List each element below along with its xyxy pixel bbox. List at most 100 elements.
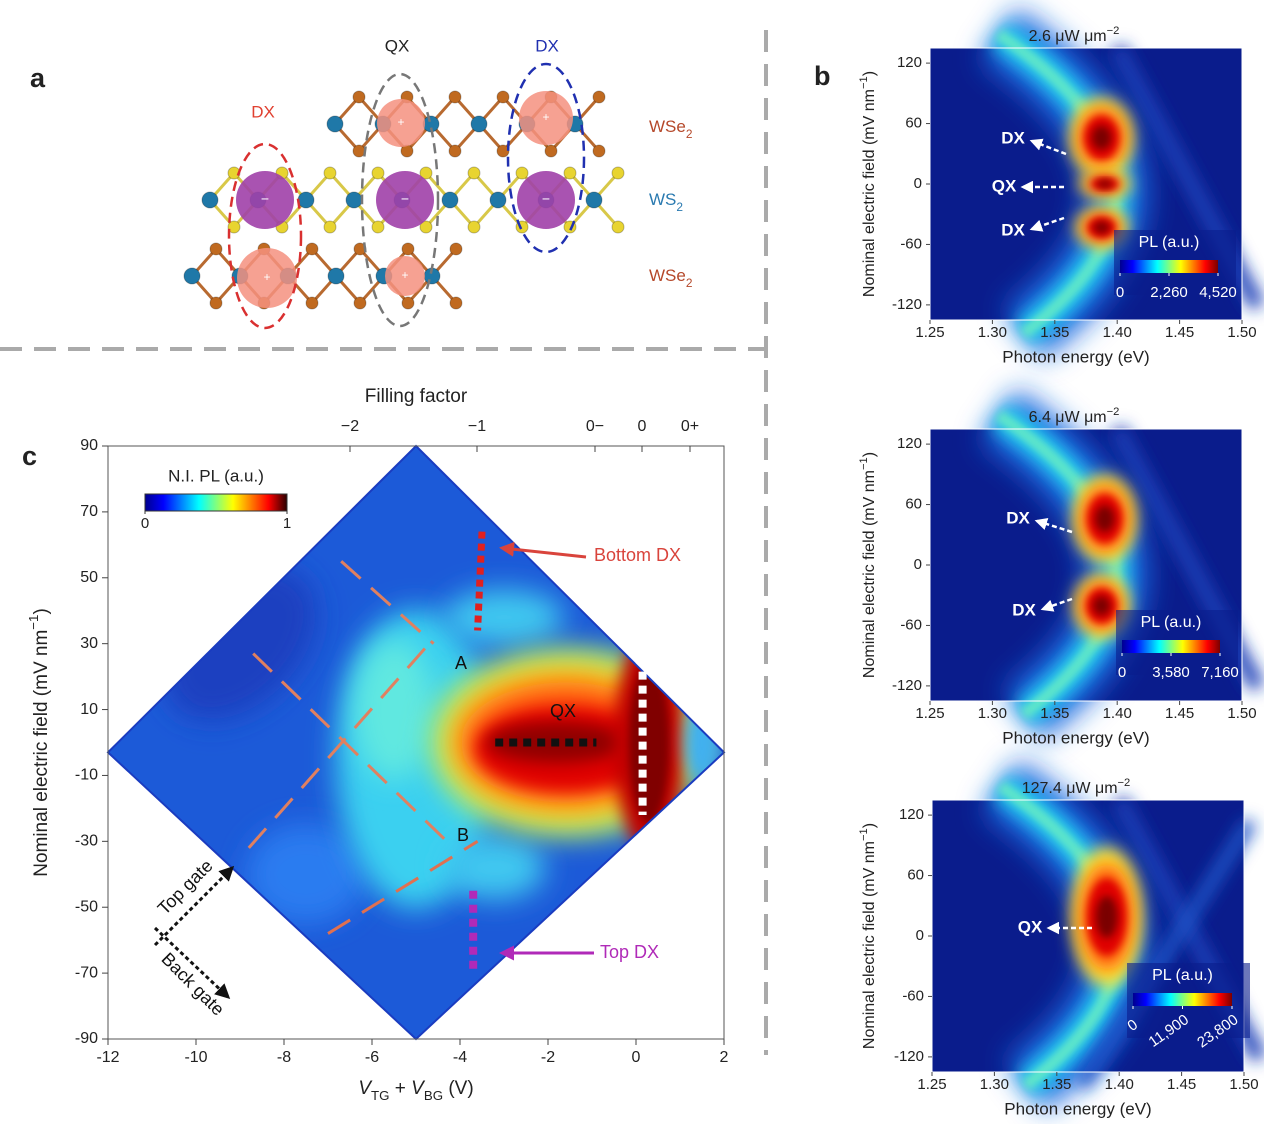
y-tick-label: 90: [80, 437, 98, 454]
atom: [544, 144, 558, 158]
text-part: 2: [686, 276, 693, 290]
annotation: DX: [1001, 128, 1025, 147]
text-part: Nominal electric field (mV nm: [31, 630, 52, 877]
heatmap: [108, 446, 724, 1039]
text-part: −1: [858, 76, 870, 89]
electron: [517, 171, 575, 229]
atom: [441, 191, 459, 209]
colorbar-label: N.I. PL (a.u.): [168, 466, 264, 485]
text-part: −2: [1107, 406, 1120, 418]
charge-label: −: [401, 191, 409, 207]
text-part: −2: [1118, 777, 1131, 789]
atom: [305, 242, 319, 256]
atom: [297, 191, 315, 209]
x-tick-label: 1.35: [1042, 1076, 1071, 1093]
atom: [352, 90, 366, 104]
atom: [585, 191, 603, 209]
y-axis-label: Nominal electric field (mV nm−1): [858, 823, 878, 1049]
atom: [592, 144, 606, 158]
y-tick-label: 30: [80, 635, 98, 652]
y-tick-label: 60: [905, 496, 922, 513]
x-tick-label: 1.40: [1105, 1076, 1134, 1093]
atom: [515, 166, 529, 180]
y-tick-label: -120: [892, 677, 922, 694]
exciton-outline: [506, 62, 586, 254]
text-part: Nominal electric field (mV nm: [861, 841, 878, 1049]
atom: [448, 90, 462, 104]
text-part: WSe: [649, 117, 686, 136]
annotation: Top DX: [600, 942, 659, 962]
text-part: ): [861, 823, 878, 828]
atom: [323, 220, 337, 234]
heatmap-region: [444, 589, 564, 646]
heatmap-glow: [995, 410, 1122, 720]
atom: [209, 242, 223, 256]
atom: [496, 90, 510, 104]
guide-line: [327, 840, 479, 935]
y-tick-label: -120: [894, 1048, 924, 1065]
heatmap-hotspot: [1095, 895, 1118, 938]
charge-label: −: [261, 191, 269, 207]
y-tick-label: -60: [902, 987, 924, 1004]
text-part: V: [411, 1078, 426, 1099]
text-part: 2: [676, 200, 683, 214]
x-axis-label: VTG + VBG (V): [358, 1078, 473, 1103]
annotation: DX: [1001, 220, 1025, 239]
panel-label: a: [30, 63, 46, 93]
y-tick-label: 0: [914, 175, 922, 192]
annotation-arrow: [1029, 138, 1067, 156]
x-tick-label: 1.35: [1040, 324, 1069, 341]
y-tick-label: -50: [75, 898, 98, 915]
y-tick-label: 0: [914, 556, 922, 573]
atom: [563, 166, 577, 180]
annotation: B: [457, 825, 469, 845]
hole: [377, 99, 425, 147]
colorbar-label: PL (a.u.): [1141, 614, 1202, 631]
x-axis-label: Photon energy (eV): [1002, 728, 1149, 747]
hole: [385, 256, 425, 296]
atom: [449, 242, 463, 256]
top-tick-label: −2: [341, 418, 359, 435]
y-tick-label: -60: [900, 235, 922, 252]
charge-label: +: [542, 110, 549, 124]
atom: [209, 296, 223, 310]
heatmap-region: [354, 639, 434, 780]
panel-label: c: [22, 441, 37, 471]
electron: [236, 171, 294, 229]
text-part: −1: [858, 828, 870, 841]
top-tick-label: 0−: [586, 418, 604, 435]
x-tick-label: -6: [365, 1049, 379, 1066]
y-tick-label: 50: [80, 569, 98, 586]
charge-label: +: [397, 115, 404, 129]
y-tick-label: -30: [75, 833, 98, 850]
y-tick-label: -60: [900, 616, 922, 633]
text-part: TG: [371, 1088, 389, 1103]
colorbar-tick-label: 0: [1118, 664, 1126, 681]
heatmap-hotspot: [1092, 125, 1112, 150]
x-tick-label: 1.40: [1103, 705, 1132, 722]
exciton-label: DX: [535, 36, 559, 55]
annotation-arrow: [1034, 518, 1073, 534]
atom: [467, 220, 481, 234]
heatmap-hotspot: [1096, 180, 1113, 188]
top-tick-label: −1: [468, 418, 486, 435]
text-part: −2: [1107, 25, 1120, 37]
annotation: Back gate: [158, 949, 229, 1020]
x-tick-label: 1.25: [917, 1076, 946, 1093]
x-axis-label: Photon energy (eV): [1004, 1099, 1151, 1118]
x-tick-label: -2: [541, 1049, 555, 1066]
charge-label: +: [401, 268, 408, 282]
chart-title: 2.6 μW μm−2: [1029, 25, 1120, 45]
chart: -12 -10 -8 -6 -4 -2 0 2-90-70-50-30-10103050709…: [26, 386, 729, 1103]
heatmap-region: [629, 662, 670, 823]
atom: [326, 115, 344, 133]
text-part: +: [389, 1078, 411, 1099]
atom: [305, 296, 319, 310]
text-part: ): [861, 71, 878, 76]
text-part: 6.4 μW μm: [1029, 409, 1107, 426]
y-tick-label: -90: [75, 1030, 98, 1047]
atom: [470, 115, 488, 133]
x-tick-label: 1.40: [1103, 324, 1132, 341]
y-tick-label: -70: [75, 964, 98, 981]
